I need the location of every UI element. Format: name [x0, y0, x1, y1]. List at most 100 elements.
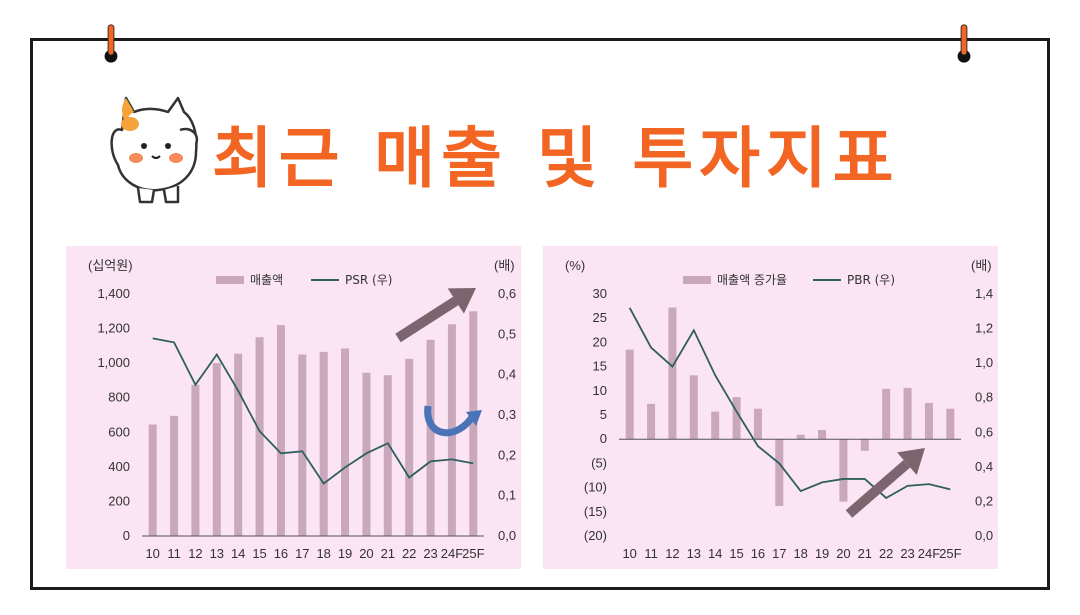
- y2-tick-label: 0,5: [498, 326, 516, 341]
- bar: [775, 439, 784, 506]
- y2-tick-label: 0,6: [975, 424, 993, 439]
- curve-arrow-icon: [424, 405, 478, 436]
- y-tick-label: (20): [584, 528, 607, 543]
- legend-bar-swatch: [683, 276, 711, 284]
- x-tick-label: 19: [815, 546, 829, 561]
- x-tick-label: 13: [687, 546, 701, 561]
- legend-label: PSR (우): [345, 273, 392, 287]
- y2-tick-label: 1,2: [975, 321, 993, 336]
- legend-label: 매출액 증가율: [717, 273, 787, 287]
- y-tick-label: 400: [108, 459, 130, 474]
- bar: [426, 339, 435, 536]
- x-tick-label: 22: [402, 546, 416, 561]
- bar: [839, 439, 848, 502]
- y-tick-label: (5): [591, 455, 607, 470]
- bar: [647, 403, 656, 440]
- y-tick-label: 20: [593, 334, 607, 349]
- x-tick-label: 11: [167, 546, 181, 561]
- cat-mascot-icon: [110, 96, 199, 204]
- bar: [753, 408, 762, 440]
- curve-arrow-head-icon: [466, 410, 482, 426]
- y-tick-label: 30: [593, 286, 607, 301]
- bar: [234, 353, 243, 536]
- bar: [298, 354, 307, 536]
- x-tick-label: 22: [879, 546, 893, 561]
- x-tick-label: 18: [793, 546, 807, 561]
- bar: [946, 408, 955, 440]
- y2-tick-label: 0,1: [498, 488, 516, 503]
- x-tick-label: 15: [252, 546, 266, 561]
- chart-panel-psr: (십억원) (배) 0 200 400 600 800 1,000 1,200 1,400 0,0 0…: [66, 246, 521, 569]
- x-tick-label: 16: [274, 546, 288, 561]
- bar: [860, 439, 869, 451]
- bar: [625, 349, 634, 440]
- pin-icon: [957, 24, 971, 63]
- y-tick-label: 1,200: [97, 321, 130, 336]
- y-tick-label: 200: [108, 493, 130, 508]
- y-tick-label: (10): [584, 480, 607, 495]
- y2-tick-label: 0,4: [498, 367, 516, 382]
- y-tick-label: 600: [108, 424, 130, 439]
- pin-icon: [104, 24, 118, 63]
- y2-tick-label: 1,4: [975, 286, 993, 301]
- x-tick-label: 10: [145, 546, 159, 561]
- y-tick-label: 15: [593, 359, 607, 374]
- trend-arrow-head-icon: [897, 448, 925, 476]
- x-tick-label: 21: [858, 546, 872, 561]
- trend-arrow-head-icon: [447, 288, 476, 314]
- x-tick-label: 13: [210, 546, 224, 561]
- y-tick-label: 1,400: [97, 286, 130, 301]
- bar: [469, 311, 478, 536]
- bar: [276, 325, 285, 536]
- x-tick-label: 10: [622, 546, 636, 561]
- bar: [383, 375, 392, 536]
- chart-pbr: (%) (배) (20) (15) (10) (5) 0 5 10 15 20 25 30 0,0 0,2 0…: [565, 258, 993, 561]
- x-tick-label: 24F: [918, 546, 940, 561]
- x-tick-label: 14: [231, 546, 245, 561]
- y-tick-label: 0: [600, 431, 607, 446]
- bar: [191, 384, 200, 536]
- legend-bar-swatch: [216, 276, 244, 284]
- x-tick-label: 12: [665, 546, 679, 561]
- y-tick-label: 0: [123, 528, 130, 543]
- bar: [319, 351, 328, 536]
- x-tick-label: 19: [338, 546, 352, 561]
- y-tick-label: 1,000: [97, 355, 130, 370]
- y-tick-label: 800: [108, 390, 130, 405]
- bar: [148, 424, 157, 536]
- bar: [903, 387, 912, 440]
- x-tick-label: 20: [359, 546, 373, 561]
- series-line: [152, 337, 474, 485]
- bar: [818, 430, 827, 440]
- bar: [711, 411, 720, 440]
- y2-tick-label: 0,0: [498, 528, 516, 543]
- bar: [212, 363, 221, 536]
- x-tick-label: 11: [644, 546, 658, 561]
- chart-psr: (십억원) (배) 0 200 400 600 800 1,000 1,200 1,400 0,0 0…: [88, 258, 516, 561]
- x-tick-label: 18: [316, 546, 330, 561]
- bar: [668, 307, 677, 440]
- page-title: 최근 매출 및 투자지표: [212, 120, 900, 197]
- legend-label: 매출액: [250, 273, 283, 287]
- x-tick-label: 21: [381, 546, 395, 561]
- y-tick-label: (15): [584, 504, 607, 519]
- trend-arrow-icon: [845, 459, 911, 518]
- x-tick-label: 23: [423, 546, 437, 561]
- y2-tick-label: 0,2: [975, 493, 993, 508]
- x-tick-label: 12: [188, 546, 202, 561]
- bar: [924, 402, 933, 440]
- bar: [689, 375, 698, 440]
- y2-tick-label: 1,0: [975, 355, 993, 370]
- bar: [796, 434, 805, 440]
- bar: [341, 348, 350, 536]
- x-tick-label: 24F: [441, 546, 463, 561]
- y2-tick-label: 0,4: [975, 459, 993, 474]
- y2-tick-label: 0,8: [975, 390, 993, 405]
- y2-tick-label: 0,2: [498, 447, 516, 462]
- y-axis-unit: (십억원): [88, 258, 133, 273]
- chart-panel-pbr: (%) (배) (20) (15) (10) (5) 0 5 10 15 20 25 30 0,0 0,2 0…: [543, 246, 998, 569]
- y-tick-label: 25: [593, 310, 607, 325]
- y-tick-label: 10: [593, 383, 607, 398]
- y2-tick-label: 0,0: [975, 528, 993, 543]
- y2-axis-unit: (배): [494, 258, 515, 273]
